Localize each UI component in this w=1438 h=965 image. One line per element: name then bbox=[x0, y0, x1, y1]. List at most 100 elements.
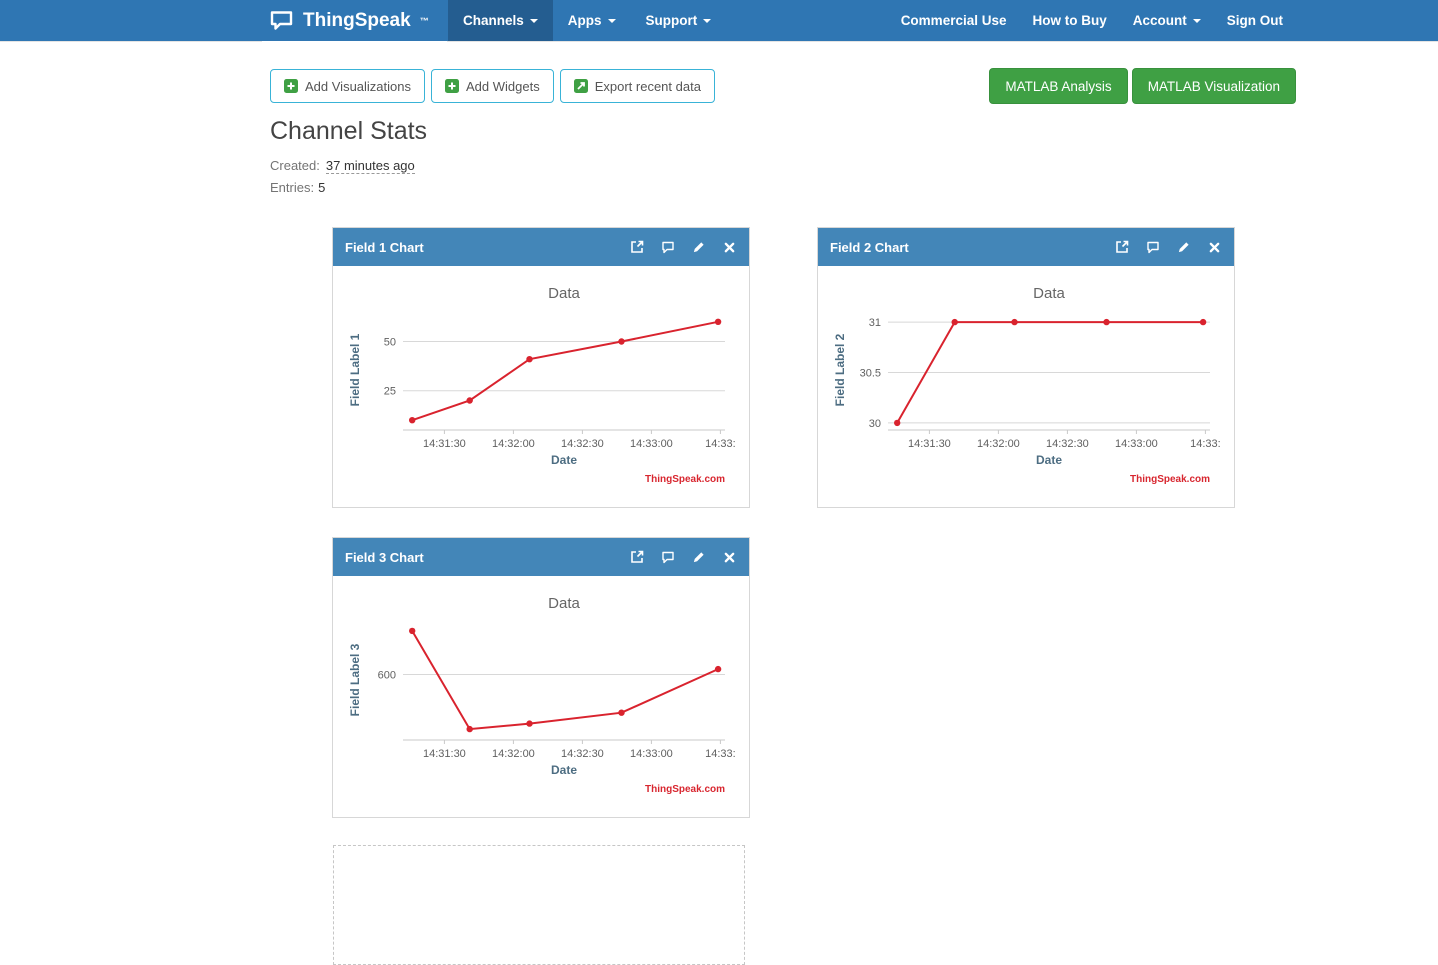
field1-chart-panel: Field 1 Chart Data 25 50 14:31:30 14:32:00 14… bbox=[332, 227, 750, 508]
active-tab-gap bbox=[262, 41, 447, 42]
field3-panel-header: Field 3 Chart bbox=[333, 538, 749, 576]
field1-chart-svg: Data 25 50 14:31:30 14:32:00 14:32:30 14:33:00… bbox=[348, 285, 736, 485]
svg-text:14:33:00: 14:33:00 bbox=[1115, 438, 1158, 450]
nav-support-label: Support bbox=[645, 13, 698, 28]
field1-chart-body: Data 25 50 14:31:30 14:32:00 14:32:30 14:33:00… bbox=[333, 266, 749, 513]
add-visualizations-button[interactable]: Add Visualizations bbox=[270, 69, 425, 103]
panel-actions bbox=[1114, 240, 1222, 255]
svg-text:14:32:30: 14:32:30 bbox=[1046, 438, 1089, 450]
svg-text:50: 50 bbox=[384, 337, 396, 349]
nav-account[interactable]: Account bbox=[1120, 0, 1214, 41]
svg-text:14:32:30: 14:32:30 bbox=[561, 438, 604, 450]
add-visualizations-label: Add Visualizations bbox=[305, 78, 411, 94]
field2-panel-title: Field 2 Chart bbox=[830, 239, 909, 255]
matlab-visualization-label: MATLAB Visualization bbox=[1147, 78, 1280, 94]
field2-chart-svg: Data 30 30.5 31 14:31:30 14:32:00 14:32:30 14:3… bbox=[833, 285, 1221, 485]
external-link-icon[interactable] bbox=[1114, 240, 1129, 255]
external-link-icon[interactable] bbox=[629, 550, 644, 565]
created-row: Created: 37 minutes ago bbox=[270, 158, 415, 174]
export-recent-data-button[interactable]: Export recent data bbox=[559, 69, 715, 103]
svg-text:14:32:00: 14:32:00 bbox=[492, 438, 535, 450]
nav-channels-label: Channels bbox=[463, 13, 524, 28]
svg-text:Date: Date bbox=[551, 453, 577, 467]
svg-text:Field Label 1: Field Label 1 bbox=[348, 333, 362, 406]
field3-chart-body: Data 600 14:31:30 14:32:00 14:32:30 14:33:00 1… bbox=[333, 576, 749, 823]
external-link-icon[interactable] bbox=[629, 240, 644, 255]
svg-text:Field Label 2: Field Label 2 bbox=[833, 333, 847, 406]
field1-panel-title: Field 1 Chart bbox=[345, 239, 424, 255]
content-top-border bbox=[0, 41, 1438, 42]
panel-actions bbox=[629, 240, 737, 255]
edit-pencil-icon[interactable] bbox=[691, 550, 706, 565]
nav-account-label: Account bbox=[1132, 13, 1187, 28]
svg-text:Field Label 3: Field Label 3 bbox=[348, 643, 362, 716]
entries-row: Entries: 5 bbox=[270, 180, 325, 195]
close-icon[interactable] bbox=[722, 550, 737, 565]
nav-how-to-buy-label: How to Buy bbox=[1032, 13, 1107, 28]
speech-bubble-icon bbox=[270, 11, 293, 30]
brand-text: ThingSpeak bbox=[303, 9, 411, 31]
field2-chart-body: Data 30 30.5 31 14:31:30 14:32:00 14:32:30 14:3… bbox=[818, 266, 1234, 513]
svg-text:14:33:00: 14:33:00 bbox=[630, 438, 673, 450]
nav-commercial-use-label: Commercial Use bbox=[900, 13, 1007, 28]
channel-toolbar: Add Visualizations Add Widgets Export re… bbox=[270, 68, 1296, 104]
comment-icon[interactable] bbox=[660, 240, 675, 255]
matlab-analysis-button[interactable]: MATLAB Analysis bbox=[989, 68, 1128, 104]
close-icon[interactable] bbox=[722, 240, 737, 255]
svg-text:Data: Data bbox=[1033, 285, 1065, 302]
nav-sign-out[interactable]: Sign Out bbox=[1214, 0, 1296, 41]
caret-down-icon bbox=[703, 18, 712, 23]
svg-text:30: 30 bbox=[869, 418, 881, 430]
matlab-visualization-button[interactable]: MATLAB Visualization bbox=[1131, 68, 1296, 104]
svg-text:25: 25 bbox=[384, 386, 396, 398]
edit-pencil-icon[interactable] bbox=[691, 240, 706, 255]
plus-square-icon bbox=[284, 79, 298, 93]
nav-apps[interactable]: Apps bbox=[553, 0, 631, 41]
plus-square-icon bbox=[445, 79, 459, 93]
nav-channels[interactable]: Channels bbox=[448, 0, 553, 41]
entries-value: 5 bbox=[318, 180, 326, 195]
add-widgets-label: Add Widgets bbox=[466, 78, 540, 94]
svg-text:Data: Data bbox=[548, 285, 580, 302]
export-square-icon bbox=[573, 79, 588, 93]
channel-content: Add Visualizations Add Widgets Export re… bbox=[270, 41, 1296, 965]
field3-chart-svg: Data 600 14:31:30 14:32:00 14:32:30 14:33:00 1… bbox=[348, 595, 736, 795]
svg-text:ThingSpeak.com: ThingSpeak.com bbox=[1130, 474, 1210, 485]
top-navbar: ThingSpeak ™ Channels Apps Support Commer… bbox=[0, 0, 1438, 41]
nav-how-to-buy[interactable]: How to Buy bbox=[1020, 0, 1120, 41]
caret-down-icon bbox=[607, 18, 616, 23]
svg-text:600: 600 bbox=[378, 670, 396, 682]
created-value: 37 minutes ago bbox=[325, 158, 415, 174]
thingspeak-logo[interactable]: ThingSpeak ™ bbox=[270, 0, 448, 41]
field2-panel-header: Field 2 Chart bbox=[818, 228, 1234, 266]
field3-chart-panel: Field 3 Chart Data 600 14:31:30 14:32:00 14:… bbox=[332, 537, 750, 818]
svg-text:14:32:00: 14:32:00 bbox=[492, 748, 535, 760]
empty-widget-placeholder bbox=[333, 845, 745, 965]
export-recent-data-label: Export recent data bbox=[594, 78, 701, 94]
svg-text:31: 31 bbox=[869, 317, 881, 329]
comment-icon[interactable] bbox=[660, 550, 675, 565]
nav-support[interactable]: Support bbox=[631, 0, 727, 41]
svg-text:14:33:: 14:33: bbox=[705, 438, 736, 450]
add-widgets-button[interactable]: Add Widgets bbox=[431, 69, 554, 103]
svg-text:14:31:30: 14:31:30 bbox=[423, 438, 466, 450]
svg-text:ThingSpeak.com: ThingSpeak.com bbox=[645, 784, 725, 795]
svg-text:30.5: 30.5 bbox=[860, 368, 881, 380]
caret-down-icon bbox=[529, 18, 538, 23]
comment-icon[interactable] bbox=[1145, 240, 1160, 255]
edit-pencil-icon[interactable] bbox=[1176, 240, 1191, 255]
page-title: Channel Stats bbox=[270, 117, 428, 145]
field1-panel-header: Field 1 Chart bbox=[333, 228, 749, 266]
svg-text:14:33:: 14:33: bbox=[705, 748, 736, 760]
nav-commercial-use[interactable]: Commercial Use bbox=[888, 0, 1020, 41]
svg-text:14:31:30: 14:31:30 bbox=[423, 748, 466, 760]
svg-text:14:32:00: 14:32:00 bbox=[977, 438, 1020, 450]
svg-text:14:31:30: 14:31:30 bbox=[908, 438, 951, 450]
nav-apps-label: Apps bbox=[567, 13, 602, 28]
close-icon[interactable] bbox=[1207, 240, 1222, 255]
matlab-analysis-label: MATLAB Analysis bbox=[1005, 78, 1112, 94]
field2-chart-panel: Field 2 Chart Data 30 30.5 31 14:31:30 14:32:… bbox=[817, 227, 1235, 508]
svg-text:14:33:: 14:33: bbox=[1190, 438, 1221, 450]
entries-label: Entries: bbox=[270, 180, 315, 195]
field3-panel-title: Field 3 Chart bbox=[345, 549, 424, 565]
